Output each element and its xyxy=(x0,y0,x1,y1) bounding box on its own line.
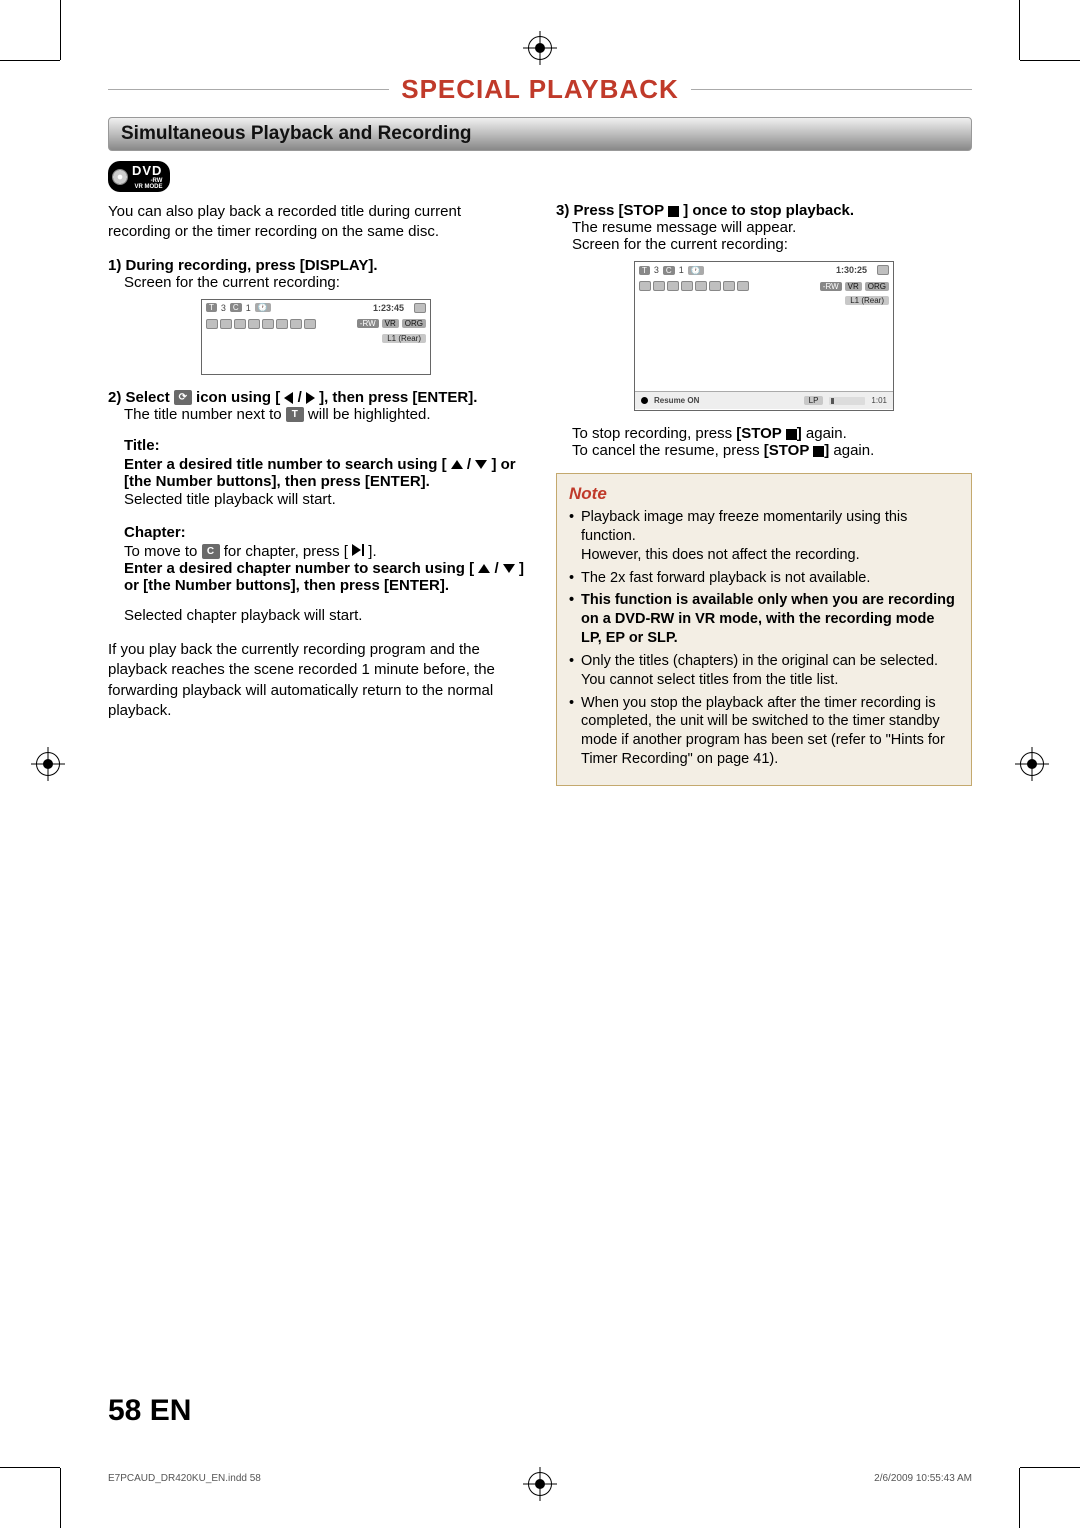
title-t-icon: T xyxy=(286,407,304,422)
dvd-rw-badge: DVD -RW VR MODE xyxy=(108,161,170,192)
footer-file: E7PCAUD_DR420KU_EN.indd 58 xyxy=(108,1473,261,1484)
title-instructions: Enter a desired title number to search u… xyxy=(124,456,524,490)
stop-recording-line: To stop recording, press [STOP ] again. xyxy=(572,425,972,442)
chapter-label: Chapter: xyxy=(124,524,524,541)
chapter-instructions: Enter a desired chapter number to search… xyxy=(124,560,524,594)
disc-icon xyxy=(112,169,128,185)
footer-timestamp: 2/6/2009 10:55:43 AM xyxy=(874,1473,972,1484)
down-arrow-icon xyxy=(503,564,515,573)
note-item: Playback image may freeze momentarily us… xyxy=(581,508,959,565)
note-title: Note xyxy=(569,484,959,504)
left-column: You can also play back a recorded title … xyxy=(108,202,524,786)
step-1-head: 1) During recording, press [DISPLAY]. xyxy=(108,257,524,274)
up-arrow-icon xyxy=(478,564,490,573)
left-arrow-icon xyxy=(284,392,293,404)
loop-icon xyxy=(414,303,426,313)
page-number: 58 EN xyxy=(108,1394,191,1428)
note-box: Note Playback image may freeze momentari… xyxy=(556,473,972,786)
step-3-head: 3) Press [STOP ] once to stop playback. xyxy=(556,202,972,219)
osd-screenshot-1: T 3 C 1 🕐 1:23:45 -RW VR ORG xyxy=(201,299,431,375)
progress-bar xyxy=(829,397,865,405)
step-3-body-1: The resume message will appear. xyxy=(572,219,972,236)
up-arrow-icon xyxy=(451,460,463,469)
print-footer: E7PCAUD_DR420KU_EN.indd 58 2/6/2009 10:5… xyxy=(108,1473,972,1484)
stop-icon xyxy=(668,206,679,217)
record-dot-icon xyxy=(641,397,648,404)
loop-icon: ⟳ xyxy=(174,390,192,405)
chapter-move: To move to C for chapter, press [ ]. xyxy=(124,543,524,560)
note-item: When you stop the playback after the tim… xyxy=(581,694,959,769)
page-title: SPECIAL PLAYBACK xyxy=(401,74,679,105)
note-item: This function is available only when you… xyxy=(581,591,959,648)
loop-icon xyxy=(877,265,889,275)
stop-icon xyxy=(813,446,824,457)
down-arrow-icon xyxy=(475,460,487,469)
right-column: 3) Press [STOP ] once to stop playback. … xyxy=(556,202,972,786)
stop-icon xyxy=(786,429,797,440)
chapter-result: Selected chapter playback will start. xyxy=(124,606,524,626)
registration-mark-icon xyxy=(528,36,552,60)
step-2-head: 2) Select ⟳ icon using [ / ], then press… xyxy=(108,389,524,406)
cancel-resume-line: To cancel the resume, press [STOP ] agai… xyxy=(572,442,972,459)
tail-paragraph: If you play back the currently recording… xyxy=(108,640,524,721)
step-forward-icon xyxy=(352,544,364,556)
step-2-body: The title number next to T will be highl… xyxy=(124,406,524,423)
right-arrow-icon xyxy=(306,392,315,404)
step-1-body: Screen for the current recording: xyxy=(124,274,524,291)
title-label: Title: xyxy=(124,437,524,454)
note-item: Only the titles (chapters) in the origin… xyxy=(581,652,959,690)
title-result: Selected title playback will start. xyxy=(124,490,524,510)
intro-text: You can also play back a recorded title … xyxy=(108,202,524,243)
note-item: The 2x fast forward playback is not avai… xyxy=(581,569,959,588)
registration-mark-icon xyxy=(1020,752,1044,776)
osd-screenshot-2: T 3 C 1 🕐 1:30:25 -RW VR ORG xyxy=(634,261,894,411)
chapter-c-icon: C xyxy=(202,544,220,559)
step-3-body-2: Screen for the current recording: xyxy=(572,236,972,253)
section-header: Simultaneous Playback and Recording xyxy=(108,117,972,151)
registration-mark-icon xyxy=(36,752,60,776)
